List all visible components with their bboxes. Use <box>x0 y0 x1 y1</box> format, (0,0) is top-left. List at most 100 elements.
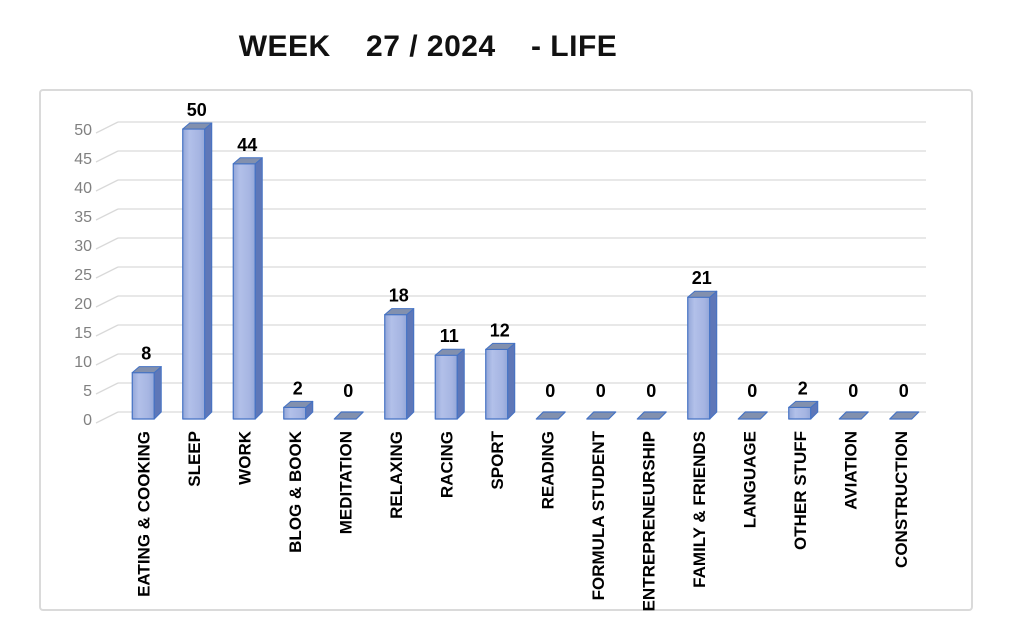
value-label: 0 <box>343 381 353 401</box>
bar-side-face <box>406 308 415 420</box>
y-tick-label: 10 <box>74 354 92 371</box>
y-tick-label: 0 <box>83 412 92 429</box>
y-tick-label: 40 <box>74 180 92 197</box>
bar-construction: 0 CONSTRUCTION <box>889 381 920 568</box>
bar-front-face <box>131 372 155 420</box>
category-label: SLEEP <box>185 431 204 487</box>
category-label: ENTREPRENEURSHIP <box>639 431 658 611</box>
y-tick-label: 50 <box>74 122 92 139</box>
gridline-connector <box>95 324 119 337</box>
bar-zero-face <box>586 411 617 420</box>
bar-top-face <box>232 157 263 165</box>
gridline-connector <box>95 237 119 250</box>
category-label: FORMULA STUDENT <box>589 430 608 600</box>
bar-top-face <box>384 308 415 316</box>
bar-top-face <box>131 366 162 374</box>
category-label: MEDITATION <box>336 431 355 534</box>
y-tick-label: 35 <box>74 209 92 226</box>
y-tick-label: 15 <box>74 325 92 342</box>
bar-zero-face <box>737 411 768 420</box>
gridline-connector <box>95 411 119 424</box>
value-label: 0 <box>596 381 606 401</box>
bar-language: 0 LANGUAGE <box>737 381 768 528</box>
value-label: 2 <box>293 378 303 398</box>
value-label: 0 <box>848 381 858 401</box>
value-label: 0 <box>747 381 757 401</box>
bar-front-face <box>384 314 408 420</box>
bar-zero-face <box>535 411 566 420</box>
category-label: FAMILY & FRIENDS <box>690 431 709 588</box>
bar-front-face <box>283 406 307 420</box>
bar-sport: 12 SPORT <box>485 320 516 490</box>
bar-front-face <box>182 128 206 420</box>
value-label: 50 <box>187 100 207 120</box>
y-tick-label: 45 <box>74 151 92 168</box>
bar-front-face <box>788 406 812 420</box>
gridline-connector <box>95 179 119 192</box>
y-tick-label: 20 <box>74 296 92 313</box>
bar-other-stuff: 2 OTHER STUFF <box>788 378 819 550</box>
bar-racing: 11 RACING <box>434 326 465 498</box>
bar-front-face <box>232 163 256 420</box>
value-label: 0 <box>545 381 555 401</box>
category-label: OTHER STUFF <box>791 431 810 550</box>
category-label: BLOG & BOOK <box>286 430 305 553</box>
category-label: CONSTRUCTION <box>892 431 911 568</box>
chart-title: WEEK 27 / 2024 - LIFE <box>238 30 618 63</box>
bar-blog-book: 2 BLOG & BOOK <box>283 378 314 553</box>
value-label: 2 <box>798 378 808 398</box>
bar-zero-face <box>838 411 869 420</box>
bar-side-face <box>153 366 162 420</box>
value-label: 18 <box>389 286 409 306</box>
gridline-connector <box>95 121 119 134</box>
bar-front-face <box>687 296 711 420</box>
bar-top-face <box>182 122 213 130</box>
bar-side-face <box>456 348 465 420</box>
bar-top-face <box>485 342 516 350</box>
category-label: WORK <box>235 430 254 485</box>
value-label: 0 <box>899 381 909 401</box>
bar-top-face <box>788 400 819 408</box>
bar-reading: 0 READING <box>535 381 566 509</box>
bar-aviation: 0 AVIATION <box>838 381 869 510</box>
bar-meditation: 0 MEDITATION <box>333 381 364 534</box>
category-label: EATING & COOKING <box>134 431 153 597</box>
bar-sleep: 50 SLEEP <box>182 100 213 487</box>
bar-family-friends: 21 FAMILY & FRIENDS <box>687 268 718 588</box>
value-label: 44 <box>237 135 257 155</box>
bar-top-face <box>434 348 465 356</box>
bar-relaxing: 18 RELAXING <box>384 286 415 519</box>
bar-side-face <box>254 157 263 420</box>
value-label: 8 <box>141 344 151 364</box>
bar-eating-cooking: 8 EATING & COOKING <box>131 344 162 597</box>
gridline-connector <box>95 295 119 308</box>
bar-formula-student: 0 FORMULA STUDENT <box>586 381 617 600</box>
gridline-connector <box>95 353 119 366</box>
bar-work: 44 WORK <box>232 135 263 485</box>
value-label: 0 <box>646 381 656 401</box>
bar-entrepreneurship: 0 ENTREPRENEURSHIP <box>636 381 667 611</box>
bar-zero-face <box>636 411 667 420</box>
y-tick-label: 25 <box>74 267 92 284</box>
category-label: RACING <box>437 431 456 498</box>
y-tick-label: 5 <box>83 383 92 400</box>
gridline-connector <box>95 266 119 279</box>
gridline-connector <box>95 150 119 163</box>
value-label: 11 <box>440 326 459 346</box>
y-tick-label: 30 <box>74 238 92 255</box>
category-label: READING <box>538 431 557 509</box>
gridline-connector <box>95 382 119 395</box>
category-label: AVIATION <box>841 431 860 510</box>
bar-top-face <box>687 290 718 298</box>
bar-zero-face <box>889 411 920 420</box>
category-label: RELAXING <box>387 431 406 519</box>
bar-side-face <box>709 290 718 420</box>
category-label: LANGUAGE <box>740 431 759 528</box>
bar-front-face <box>485 348 509 420</box>
bar-side-face <box>204 122 213 420</box>
value-label: 12 <box>490 320 510 340</box>
gridline-connector <box>95 208 119 221</box>
category-label: SPORT <box>488 430 507 489</box>
value-label: 21 <box>692 268 712 288</box>
